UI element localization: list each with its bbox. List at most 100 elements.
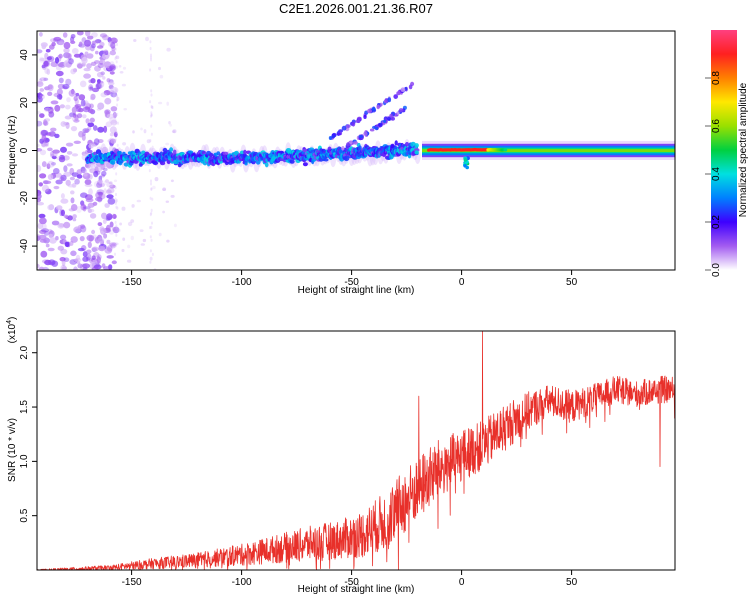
- spectral-cell: [106, 245, 113, 252]
- spectral-cell: [103, 266, 111, 270]
- spectral-cell: [112, 214, 117, 219]
- spectral-cell: [116, 103, 119, 107]
- spectral-cell: [338, 129, 343, 133]
- spectral-cell: [37, 148, 43, 152]
- spectral-cell: [149, 226, 151, 230]
- bottom-y-ticks: 0.5 1.0 1.5 2.0: [19, 345, 37, 523]
- spectral-cell: [84, 106, 90, 110]
- spectral-cell: [89, 213, 97, 219]
- snr-series-line: [37, 331, 675, 570]
- spectral-cell: [63, 41, 71, 50]
- spectral-cell: [139, 229, 144, 233]
- spectral-cell: [76, 31, 84, 36]
- spectral-cell: [149, 260, 152, 264]
- spectral-cell: [89, 117, 95, 123]
- spectral-cell: [87, 35, 94, 40]
- spectral-cell: [341, 125, 347, 131]
- spectral-cell: [66, 151, 73, 155]
- spectral-cell: [90, 93, 96, 100]
- spectral-cell: [40, 129, 49, 136]
- spectral-cell: [132, 130, 135, 134]
- spectral-cell: [37, 263, 40, 269]
- spectral-cell: [106, 213, 113, 221]
- spectral-cell: [44, 118, 51, 122]
- spectral-cell: [59, 257, 66, 262]
- spectral-cell: [37, 110, 41, 115]
- spectral-cell: [149, 196, 152, 200]
- spectral-cell: [116, 206, 119, 210]
- spectral-cell: [87, 208, 92, 213]
- x-tick-label: 0: [459, 277, 465, 288]
- spectral-cell: [82, 251, 88, 258]
- spectral-cell: [84, 163, 91, 169]
- spectral-cell: [60, 209, 65, 217]
- spectral-cell: [341, 146, 345, 151]
- spectral-cell: [45, 243, 50, 248]
- spectral-cell: [92, 201, 98, 206]
- spectral-cell: [113, 129, 116, 133]
- spectral-cell: [150, 89, 153, 93]
- spectral-cell: [127, 244, 131, 249]
- spectral-cell: [76, 174, 83, 179]
- spectral-cell: [150, 132, 153, 136]
- spectral-cell: [106, 182, 114, 188]
- spectral-cell: [114, 47, 117, 51]
- spectral-cell: [93, 151, 97, 156]
- spectral-cell: [56, 88, 63, 96]
- spectral-cell: [84, 129, 89, 133]
- spectral-cell: [113, 179, 118, 183]
- spectral-cell: [71, 48, 79, 54]
- spectral-cell: [39, 113, 45, 118]
- spectral-cell: [77, 263, 83, 269]
- spectral-cell: [60, 198, 69, 204]
- spectral-cell: [173, 223, 177, 228]
- spectral-cell: [76, 206, 82, 213]
- spectral-cell: [95, 236, 101, 244]
- spectral-cell: [103, 61, 112, 69]
- spectral-cell: [85, 198, 94, 203]
- spectral-cell: [115, 192, 117, 197]
- bottom-x-axis-label: Height of straight line (km): [298, 584, 415, 595]
- spectral-cell: [169, 123, 173, 127]
- spectral-cell: [146, 139, 151, 144]
- spectral-cell: [130, 235, 134, 241]
- spectral-cell: [87, 241, 92, 249]
- spectral-cell: [115, 90, 118, 94]
- spectral-cell: [80, 168, 88, 174]
- spectral-cell: [106, 113, 114, 119]
- spectral-line-band: [422, 149, 675, 152]
- y-tick-label: 20: [19, 97, 30, 109]
- spectral-cell: [111, 226, 118, 232]
- spectral-cell: [82, 263, 90, 269]
- spectral-cell: [73, 95, 78, 102]
- spectral-cell: [40, 250, 48, 258]
- spectral-cell: [389, 113, 393, 118]
- spectral-cell: [79, 224, 86, 230]
- spectral-cell: [115, 120, 118, 125]
- spectral-cell: [49, 237, 57, 244]
- spectral-cell: [38, 78, 43, 85]
- spectral-cell: [97, 237, 105, 244]
- spectral-cell: [39, 217, 47, 225]
- spectral-cell: [150, 187, 153, 191]
- spectral-cell: [106, 239, 111, 244]
- y-scale-factor: (x104): [6, 317, 18, 344]
- spectral-cell: [104, 203, 110, 208]
- spectral-cell: [90, 78, 96, 84]
- spectral-cell: [396, 111, 400, 115]
- spectral-cell: [95, 39, 102, 44]
- spectral-cell: [39, 56, 45, 63]
- spectral-cell: [53, 36, 62, 42]
- spectral-cell: [170, 194, 175, 198]
- spectral-cell: [414, 150, 419, 155]
- spectral-cell: [65, 179, 71, 186]
- spectral-cell: [112, 226, 120, 234]
- y-tick-label: 0.5: [19, 508, 30, 522]
- spectral-cell: [150, 114, 152, 118]
- spectral-cell: [109, 221, 114, 228]
- spectral-cell: [40, 42, 48, 48]
- x-tick-label: -100: [232, 577, 252, 588]
- spectral-cell: [43, 180, 52, 185]
- spectral-cell: [108, 181, 113, 185]
